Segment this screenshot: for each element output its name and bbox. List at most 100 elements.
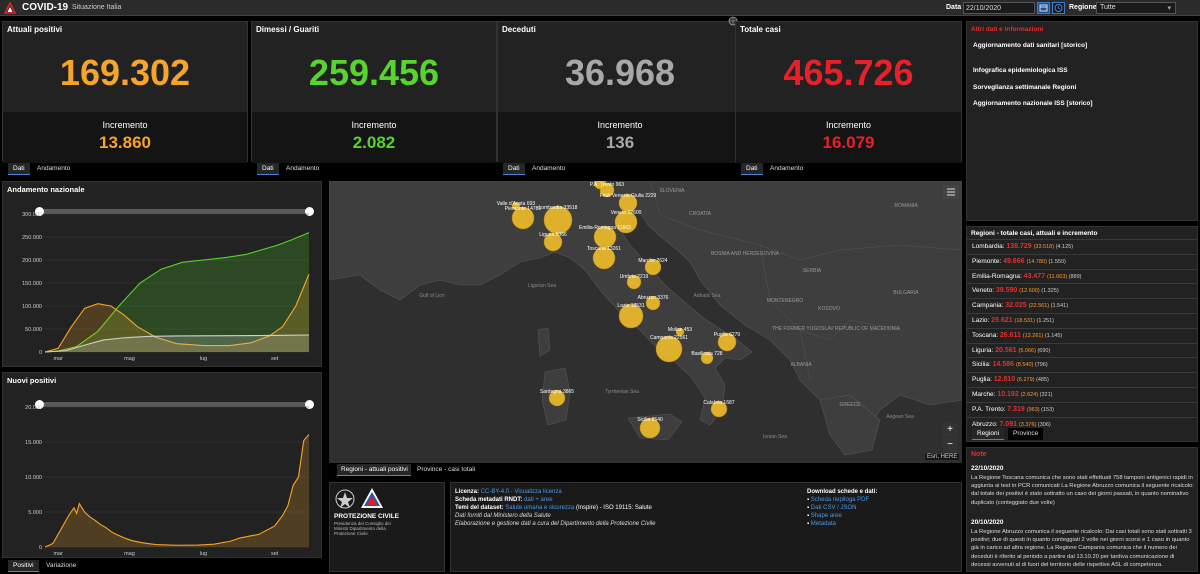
region-select[interactable]: Tutte ▾: [1096, 2, 1176, 14]
region-row[interactable]: Campania: 32.025 (22.561) (1.541): [967, 298, 1197, 311]
tab-province[interactable]: Province: [1008, 428, 1044, 440]
region-circle[interactable]: [543, 232, 563, 252]
time-slider-end-handle[interactable]: [305, 400, 314, 409]
region-circle[interactable]: [618, 303, 644, 329]
regions-title: Regioni - totale casi, attuali e increme…: [971, 230, 1098, 237]
region-row[interactable]: Marche: 10.192 (2.624) (321): [967, 387, 1197, 400]
license-line: Licenza: CC-BY-4.0 - Visualizza licenza: [455, 488, 562, 496]
region-row[interactable]: Lazio: 29.621 (18.531) (1.251): [967, 313, 1197, 326]
topics-link[interactable]: Salute umana e sicurezza: [505, 505, 575, 511]
metadata-link[interactable]: dati + aree: [524, 497, 553, 503]
region-circle[interactable]: [700, 351, 714, 365]
region-circle[interactable]: [592, 246, 616, 270]
region-row[interactable]: Puglia: 12.810 (6.279) (485): [967, 372, 1197, 385]
country-borders: [649, 181, 962, 381]
region-circle[interactable]: [614, 210, 638, 234]
history-button[interactable]: [1052, 2, 1065, 14]
license-link[interactable]: CC-BY-4.0 - Visualizza licenza: [480, 489, 562, 495]
tab-province-casi[interactable]: Province - casi totali: [411, 464, 482, 476]
region-row[interactable]: P.A. Trento: 7.319 (963) (153): [967, 401, 1197, 415]
calendar-button[interactable]: [1037, 2, 1050, 14]
map-view[interactable]: SLOVENIA CROATIA BOSNIA AND HERZEGOVINA SER…: [329, 181, 962, 463]
region-row[interactable]: Veneto: 39.590 (12.600) (1.325): [967, 283, 1197, 296]
x-tick-label: mag: [124, 356, 135, 362]
date-input[interactable]: [963, 2, 1035, 14]
region-circle[interactable]: [548, 389, 566, 407]
download-link-csv[interactable]: ▪ Dati CSV / JSON: [807, 505, 857, 511]
download-link-pdf[interactable]: ▪ Scheda riepiloga PDF: [807, 497, 870, 503]
note-text: La Regione Abruzzo comunica il seguente …: [971, 529, 1192, 568]
region-circle[interactable]: [593, 181, 607, 190]
country-label: SLOVENIA: [659, 188, 685, 194]
time-slider-track[interactable]: [39, 402, 309, 407]
note-text: La Regione Toscana comunica che sono sta…: [971, 475, 1194, 506]
time-slider-start-handle[interactable]: [35, 400, 44, 409]
app-logo-icon: [4, 2, 16, 14]
tab-andamento[interactable]: Andamento: [765, 163, 809, 175]
download-link-shape[interactable]: ▪ Shape aree: [807, 513, 842, 519]
zoom-out-button[interactable]: −: [943, 438, 957, 452]
tab-dati[interactable]: Dati: [8, 163, 30, 175]
region-total: 10.192: [997, 391, 1021, 398]
calendar-icon: [1039, 4, 1048, 12]
tab-andamento[interactable]: Andamento: [32, 163, 76, 175]
country-label: BULGARIA: [893, 290, 919, 296]
link-aggiornamento-sanitari[interactable]: Aggiornamento dati sanitari [storico]: [973, 42, 1088, 49]
tab-regioni[interactable]: Regioni: [972, 428, 1005, 440]
region-circle[interactable]: [717, 332, 737, 352]
chart-national-panel: Andamento nazionale 300.000 250.000 200.00…: [2, 181, 322, 367]
download-link-metadata[interactable]: ▪ Metadata: [807, 521, 836, 527]
region-row[interactable]: Toscana: 26.611 (13.261) (1.145): [967, 327, 1197, 341]
region-row[interactable]: Abruzzo: 7.091 (3.376) (306): [967, 416, 1197, 430]
region-row[interactable]: Sicilia: 14.586 (8.540) (796): [967, 357, 1197, 370]
region-circle[interactable]: [626, 274, 642, 290]
tab-dati[interactable]: Dati: [257, 163, 279, 175]
region-row[interactable]: Piemonte: 49.666 (14.780) (1.550): [967, 253, 1197, 267]
tab-positivi[interactable]: Positivi: [8, 560, 39, 572]
map-legend-button[interactable]: [943, 185, 959, 199]
zoom-in-button[interactable]: +: [943, 423, 957, 437]
country-label: CROATIA: [689, 211, 712, 217]
region-circle[interactable]: [710, 400, 728, 418]
time-slider-track[interactable]: [39, 209, 309, 214]
region-row[interactable]: Emilia-Romagna: 43.477 (11.663) (889): [967, 268, 1197, 282]
download-link-pdf-text[interactable]: Scheda riepiloga PDF: [810, 497, 870, 503]
topics-label: Temi del dataset:: [455, 505, 504, 511]
tab-regioni-attuali[interactable]: Regioni - attuali positivi: [337, 464, 412, 476]
region-circle-label: Veneto 12600: [611, 210, 642, 216]
region-circle[interactable]: [543, 205, 573, 235]
download-link-csv-text[interactable]: Dati CSV / JSON: [810, 505, 857, 511]
download-link-shape-text[interactable]: Shape aree: [810, 513, 842, 519]
region-circle[interactable]: [675, 327, 685, 337]
tab-dati[interactable]: Dati: [741, 163, 763, 175]
link-aggiornamento-iss[interactable]: Aggiornamento nazionale ISS [storico]: [973, 100, 1093, 107]
region-circle[interactable]: [644, 258, 662, 276]
region-total: 29.621: [991, 317, 1015, 324]
region-circle[interactable]: [639, 417, 661, 439]
region-row[interactable]: Liguria: 20.581 (5.066) (690): [967, 342, 1197, 356]
region-circle[interactable]: [655, 335, 683, 363]
topics-line: Temi del dataset: Salute umana e sicurez…: [455, 504, 652, 512]
link-infografica-iss[interactable]: Infografica epidemiologica ISS: [973, 67, 1068, 74]
tab-andamento[interactable]: Andamento: [281, 163, 325, 175]
time-slider-start-handle[interactable]: [35, 207, 44, 216]
y-tick-label: 0: [39, 545, 42, 551]
y-tick-label: 150.000: [22, 281, 42, 287]
download-link-metadata-text[interactable]: Metadata: [810, 521, 836, 527]
region-row[interactable]: Lombardia: 138.729 (33.518) (4.125): [967, 239, 1197, 252]
region-circle[interactable]: [645, 295, 661, 311]
metadata-label: Scheda metadati RNDT:: [455, 497, 523, 503]
region-increment: (1.145): [1044, 332, 1063, 339]
kpi-increment-value: 13.860: [99, 133, 151, 152]
tab-andamento[interactable]: Andamento: [527, 163, 571, 175]
series-line: [44, 232, 310, 353]
region-increment: (796): [1034, 362, 1048, 369]
region-circle-label: Lombardia 33518: [539, 205, 578, 211]
region-circle[interactable]: [511, 206, 535, 230]
region-circle-label: Piemonte 14780: [505, 206, 542, 212]
time-slider-end-handle[interactable]: [305, 207, 314, 216]
tab-variazione[interactable]: Variazione: [41, 560, 82, 572]
tab-dati[interactable]: Dati: [503, 163, 525, 175]
link-sorveglianza-regioni[interactable]: Sorveglianza settimanale Regioni: [973, 84, 1077, 91]
series-line: [44, 334, 310, 353]
